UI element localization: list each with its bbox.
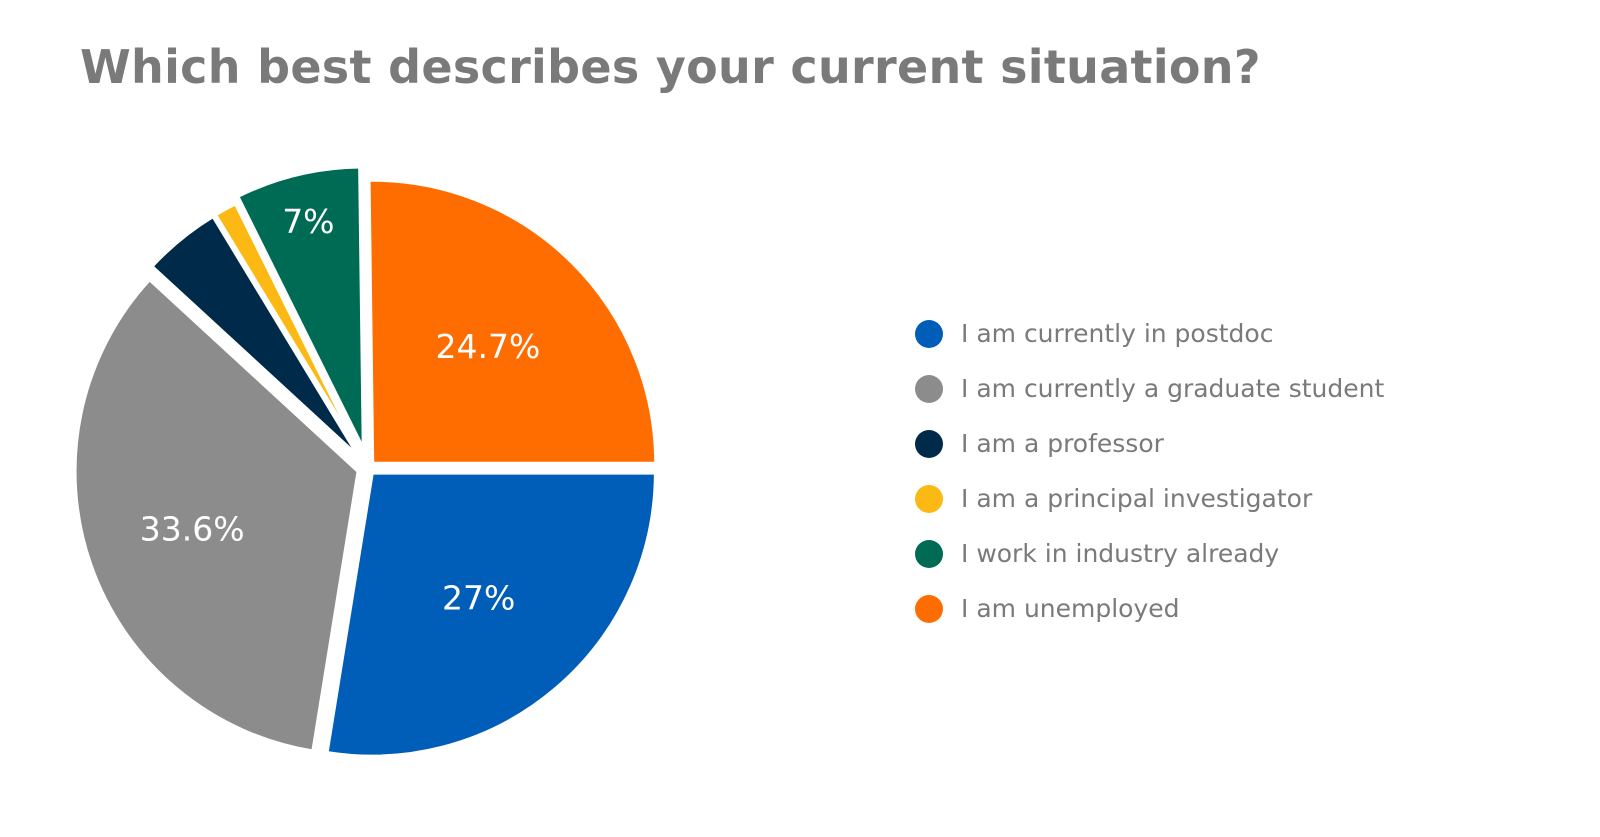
legend-item-i-work-in-industry-already: I work in industry already <box>915 526 1384 581</box>
legend-label: I work in industry already <box>961 539 1280 568</box>
pie-slice-i-work-in-industry-already <box>235 164 366 453</box>
legend-swatch-icon <box>915 429 943 458</box>
pie-slice-i-am-a-professor <box>149 213 363 461</box>
legend: I am currently in postdoc I am currently … <box>915 306 1384 636</box>
legend-item-i-am-currently-in-postdoc: I am currently in postdoc <box>915 306 1384 361</box>
legend-swatch-icon <box>915 539 943 568</box>
slice-label-i-am-currently-in-postdoc: 27% <box>442 578 515 617</box>
pie-slice-i-am-currently-a-graduate-student <box>72 276 361 754</box>
legend-swatch-icon <box>915 319 943 348</box>
legend-label: I am a principal investigator <box>961 484 1313 513</box>
slice-label-i-work-in-industry-already: 7% <box>282 202 334 241</box>
legend-label: I am currently a graduate student <box>961 374 1385 403</box>
legend-swatch-icon <box>915 374 943 403</box>
legend-item-i-am-a-professor: I am a professor <box>915 416 1384 471</box>
pie-slice-i-am-currently-in-postdoc <box>324 470 658 759</box>
legend-swatch-icon <box>915 484 943 513</box>
pie-slice-i-am-unemployed <box>366 177 659 466</box>
legend-swatch-icon <box>915 594 943 623</box>
legend-label: I am a professor <box>961 429 1164 458</box>
pie-slice-i-am-a-principal-investigator <box>212 201 365 460</box>
slice-label-i-am-currently-a-graduate-student: 33.6% <box>140 509 245 548</box>
pie-chart: 27% 33.6% 7% 24.7% <box>72 164 659 759</box>
legend-item-i-am-unemployed: I am unemployed <box>915 581 1384 636</box>
legend-label: I am unemployed <box>961 594 1180 623</box>
slice-label-i-am-unemployed: 24.7% <box>436 327 541 366</box>
legend-label: I am currently in postdoc <box>961 319 1274 348</box>
legend-item-i-am-currently-a-graduate-student: I am currently a graduate student <box>915 361 1384 416</box>
legend-item-i-am-a-principal-investigator: I am a principal investigator <box>915 471 1384 526</box>
chart-title: Which best describes your current situat… <box>80 40 1261 94</box>
